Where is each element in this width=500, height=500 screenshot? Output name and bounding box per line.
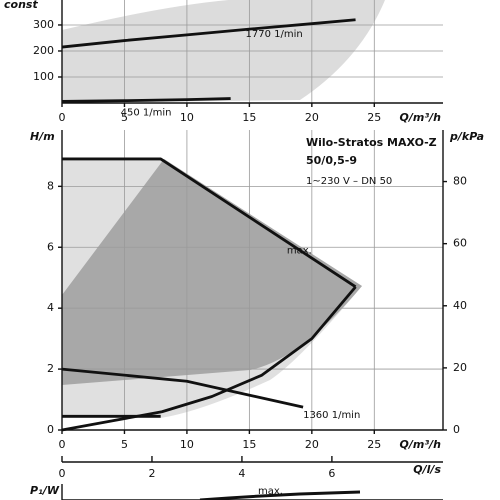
x-tick-label: 20 [305, 438, 319, 451]
x2-tick-label: 6 [328, 467, 335, 480]
x-tick-label: 25 [367, 438, 381, 451]
series-line [61, 367, 304, 409]
y2-tick-label: 80 [453, 175, 467, 188]
series-line [61, 97, 231, 103]
title-box [300, 133, 440, 195]
y-axis-label: const [4, 0, 38, 11]
y2-tick-label: 0 [453, 423, 460, 436]
y-tick-label: 100 [33, 70, 54, 83]
y2-tick-label: 60 [453, 237, 467, 250]
x2-tick-label: 0 [59, 467, 66, 480]
x-axis-label: Q/m³/h [400, 111, 442, 124]
y-tick-label: 8 [47, 179, 54, 192]
y-tick-label: 0 [47, 423, 54, 436]
y2-axis-label: p/kPa [449, 130, 484, 143]
y-tick-label: 300 [33, 18, 54, 31]
series-line [61, 18, 356, 49]
mid-area-dark [62, 159, 362, 385]
y-tick-label: 4 [47, 301, 54, 314]
x-tick-label: 5 [121, 111, 128, 124]
y-axis-label: H/m [30, 130, 55, 143]
series-line [62, 157, 357, 289]
y-tick-label: 2 [47, 362, 54, 375]
x2-tick-label: 4 [238, 467, 245, 480]
top-area [62, 0, 385, 103]
x-tick-label: 20 [305, 111, 319, 124]
x-tick-label: 10 [180, 438, 194, 451]
x-tick-label: 5 [121, 438, 128, 451]
x-tick-label: 0 [59, 438, 66, 451]
x2-axis-label: Q/l/s [413, 463, 441, 476]
annotation: max. [258, 486, 283, 497]
series-label: 1770 1/min [246, 29, 303, 40]
power-curve [199, 490, 361, 500]
series-label: 450 1/min [121, 108, 172, 119]
chart-subtitle: 50/0,5-9 [306, 154, 357, 167]
x-tick-label: 15 [242, 438, 256, 451]
series-label: 1360 1/min [303, 410, 360, 421]
x-axis-label: Q/m³/h [400, 438, 442, 451]
y-axis-label: P₁/W [30, 484, 60, 497]
x2-tick-label: 2 [148, 467, 155, 480]
series-line [61, 285, 357, 432]
y2-tick-label: 20 [453, 361, 467, 374]
chart-title: Wilo-Stratos MAXO-Z [306, 136, 437, 149]
y2-tick-label: 40 [453, 299, 467, 312]
x-tick-label: 25 [367, 111, 381, 124]
y-tick-label: 200 [33, 44, 54, 57]
series-label: max. [287, 245, 312, 256]
y-tick-label: 6 [47, 240, 54, 253]
x-tick-label: 0 [59, 111, 66, 124]
x-tick-label: 10 [180, 111, 194, 124]
x-tick-label: 15 [242, 111, 256, 124]
chart-note: 1~230 V – DN 50 [306, 176, 392, 187]
